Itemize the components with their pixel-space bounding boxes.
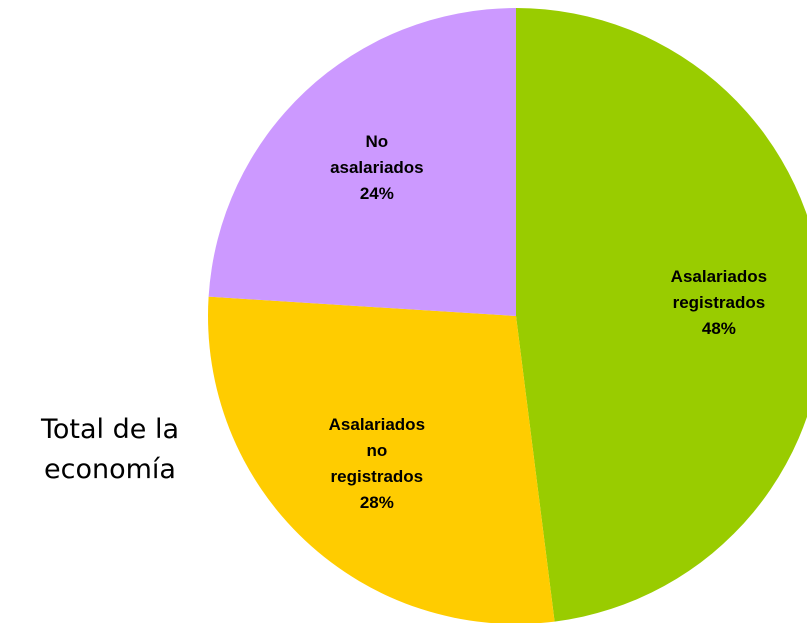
slice-label: Asalariados registrados 48% — [663, 264, 775, 342]
slice-category: Asalariados registrados — [670, 267, 768, 313]
slice-value: 24% — [359, 183, 394, 203]
pie-slice — [516, 8, 807, 622]
slice-category: No asalariados — [330, 131, 424, 177]
slice-category: Asalariados no registrados — [328, 415, 426, 487]
slice-value: 48% — [701, 319, 736, 339]
pie-slice — [208, 8, 516, 316]
slice-label: Asalariados no registrados 28% — [321, 412, 433, 516]
slice-value: 28% — [359, 493, 394, 513]
annotation: Total de la economía — [40, 414, 180, 485]
pie-slice — [208, 296, 555, 623]
slice-label: No asalariados 24% — [321, 129, 433, 207]
